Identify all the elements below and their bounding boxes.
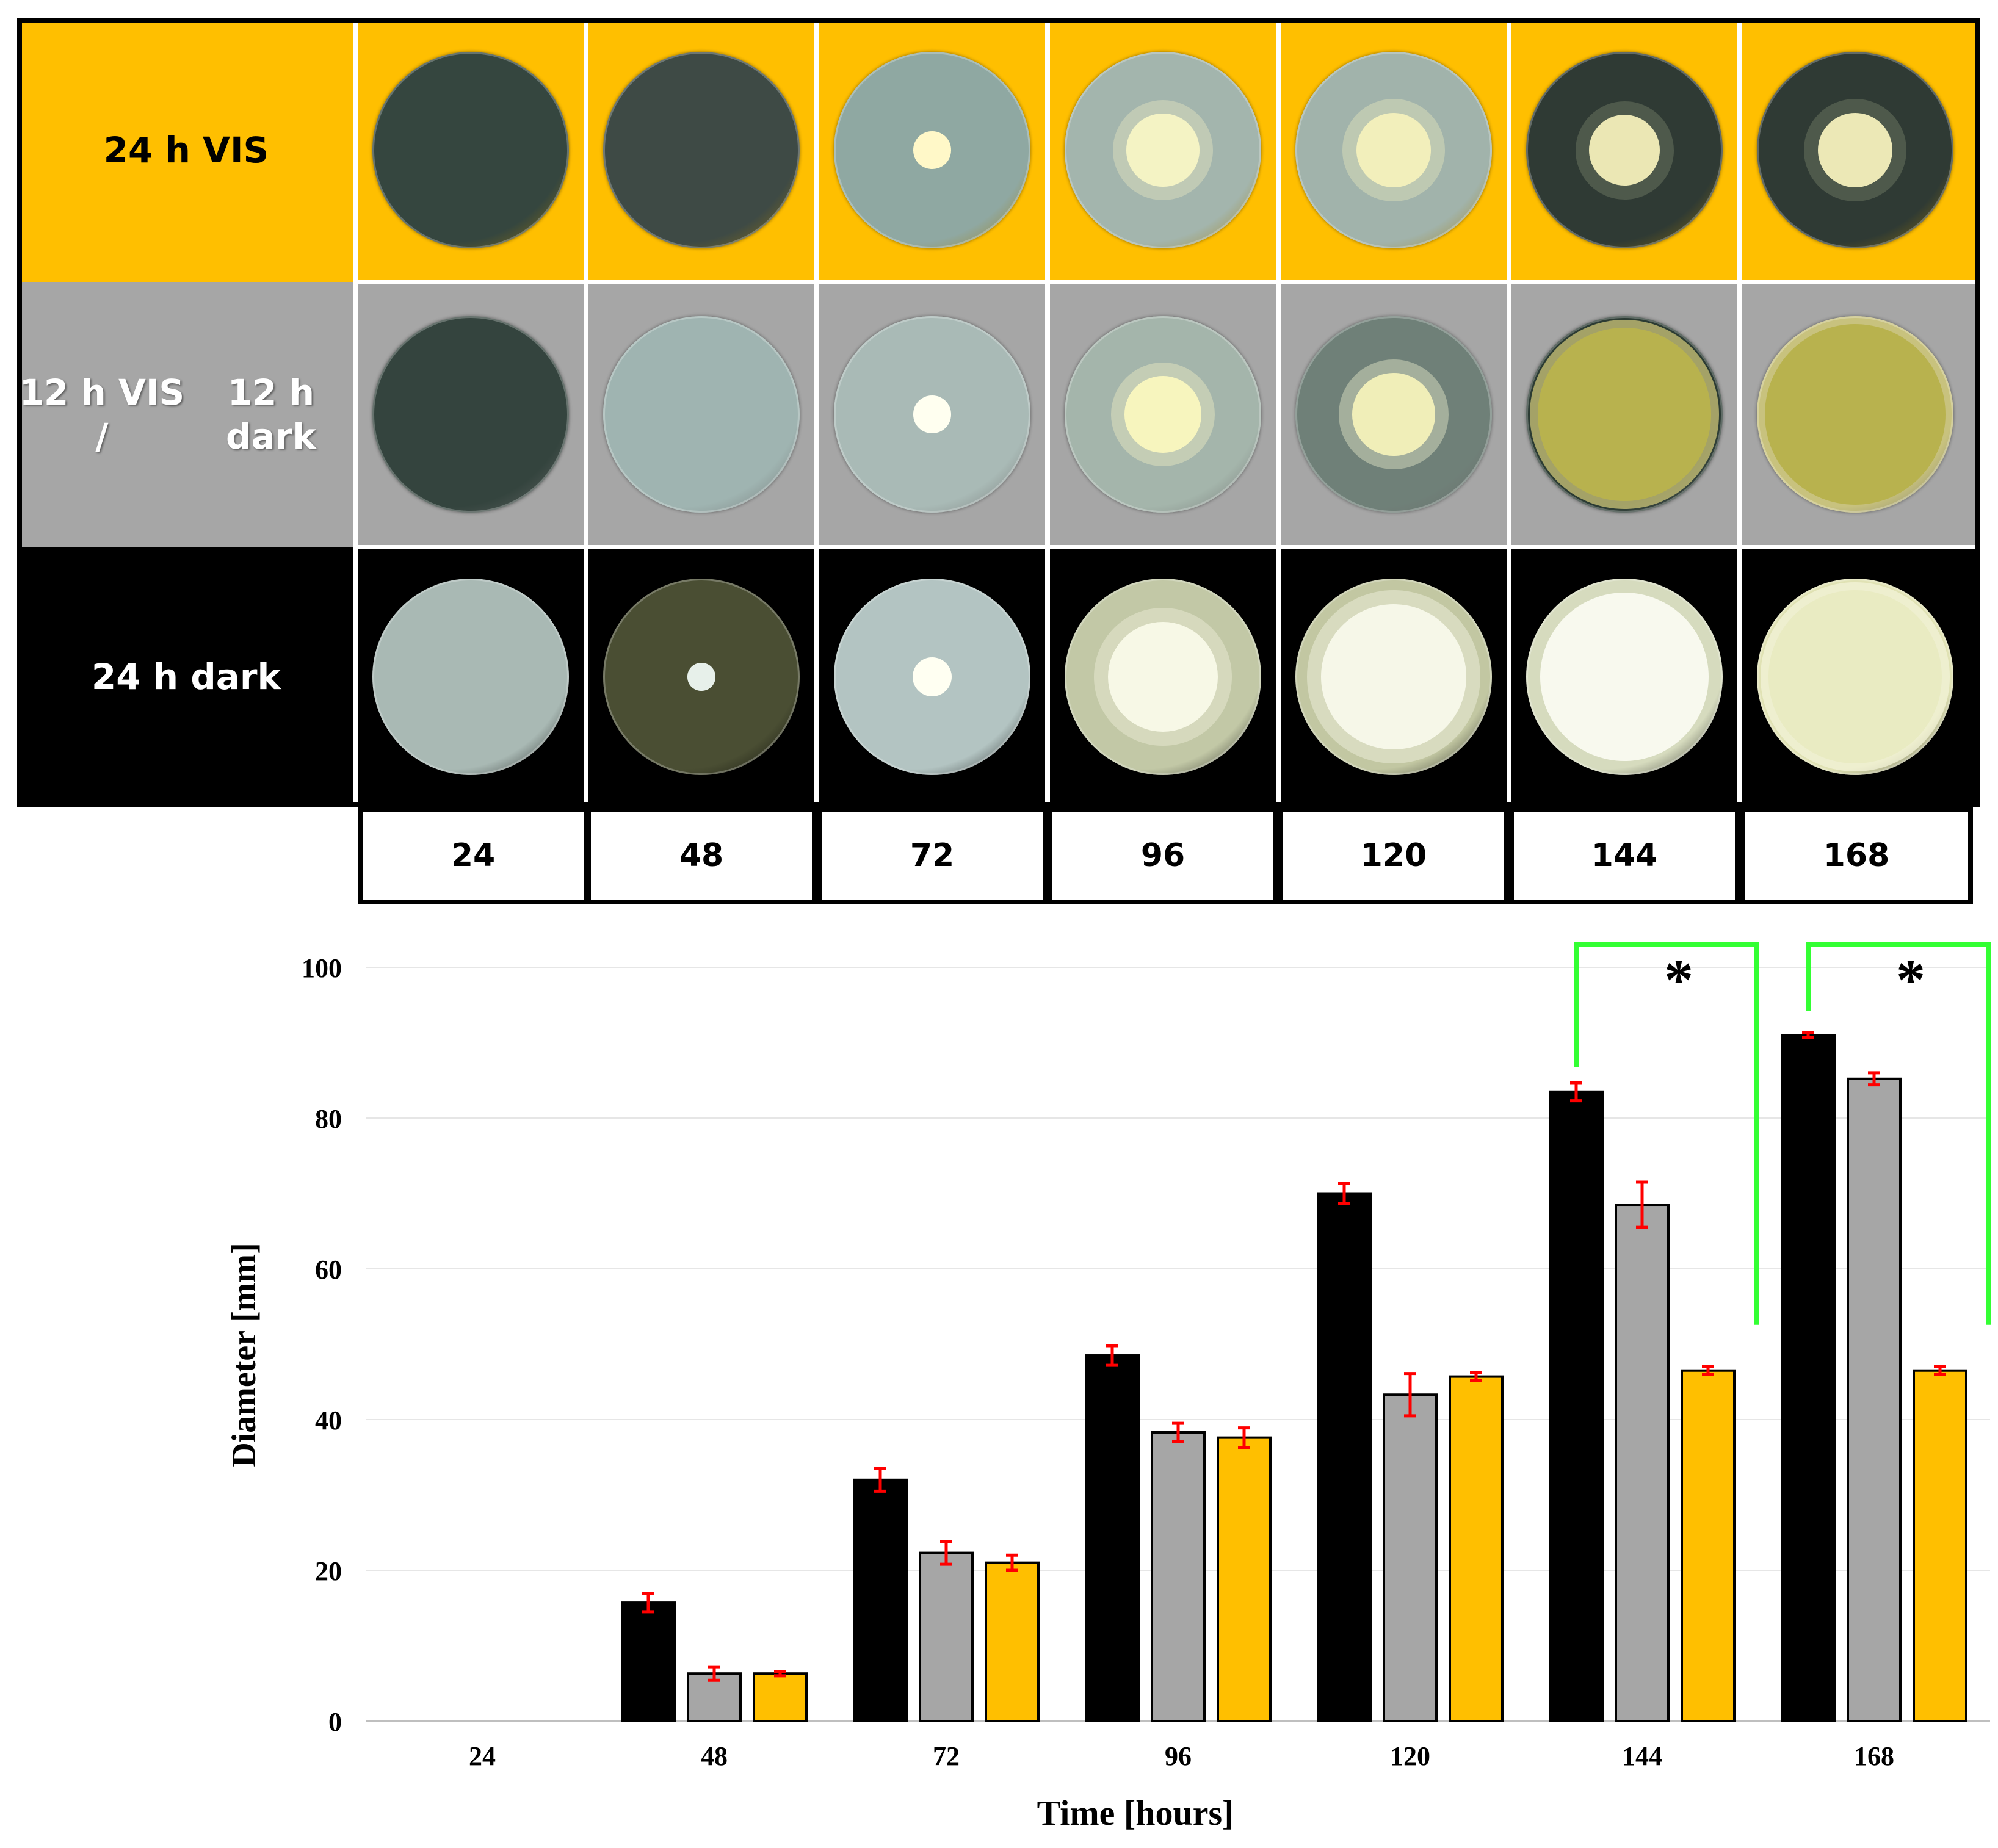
fungal-colony xyxy=(1126,114,1200,187)
significance-bracket xyxy=(1806,942,1991,1325)
bar xyxy=(1151,1431,1206,1722)
x-tick-label: 96 xyxy=(1165,1741,1192,1771)
petri-dish xyxy=(372,579,569,775)
petri-dish xyxy=(1295,52,1492,248)
fungal-colony xyxy=(912,657,952,697)
condition-label: 24 h dark xyxy=(17,547,355,807)
x-tick-label: 120 xyxy=(1390,1741,1430,1771)
x-axis-title: Time [hours] xyxy=(1037,1793,1234,1833)
condition-label-line2: 12 h dark xyxy=(225,371,316,458)
petri-dish xyxy=(834,579,1030,775)
time-label-box: 144 xyxy=(1509,807,1740,904)
bar xyxy=(1781,1034,1836,1722)
x-tick-label: 24 xyxy=(469,1741,496,1771)
petri-dish xyxy=(372,52,569,248)
petri-dish xyxy=(1526,579,1723,775)
petri-dish xyxy=(834,52,1030,248)
y-tick-label: 20 xyxy=(315,1556,342,1586)
fungal-colony xyxy=(687,663,715,691)
bar xyxy=(1913,1369,1967,1722)
column-separator xyxy=(1737,18,1742,807)
bar xyxy=(1681,1369,1736,1722)
column-separator xyxy=(584,18,588,807)
time-label-box: 96 xyxy=(1048,807,1278,904)
condition-label: 12 h VIS / 12 h dark xyxy=(17,282,355,547)
x-tick-label: 48 xyxy=(701,1741,728,1771)
petri-dish xyxy=(603,52,800,248)
fungal-colony xyxy=(1356,112,1432,188)
petri-dish xyxy=(1526,316,1723,513)
petri-dish xyxy=(1757,52,1953,248)
bar xyxy=(753,1672,808,1722)
petri-dish xyxy=(1757,316,1953,513)
bar xyxy=(1847,1077,1902,1722)
significance-asterisk: * xyxy=(1664,947,1693,1012)
time-label-box: 168 xyxy=(1740,807,1973,904)
petri-dish xyxy=(372,316,569,513)
petri-dish xyxy=(1065,579,1261,775)
petri-dish xyxy=(1295,316,1492,513)
fungal-colony xyxy=(1540,592,1709,762)
petri-dish xyxy=(1065,52,1261,248)
y-tick-label: 100 xyxy=(302,953,342,983)
petri-dish xyxy=(1065,316,1261,513)
fungal-colony xyxy=(1107,621,1218,732)
x-tick-label: 168 xyxy=(1854,1741,1894,1771)
diameter-bar-chart: Diameter [mm] Time [hours] 0 20 40 60 80 100 2… xyxy=(225,942,1991,1833)
column-separator xyxy=(1507,18,1511,807)
bar xyxy=(1317,1192,1372,1722)
fungal-colony xyxy=(1352,373,1435,456)
y-tick-label: 0 xyxy=(328,1707,342,1737)
plate-grid: 24 h VIS 12 h VIS / 12 h dark 24 h dark 24 48… xyxy=(17,18,1980,904)
bar xyxy=(1615,1204,1670,1722)
column-separator xyxy=(1276,18,1281,807)
fungal-colony xyxy=(1768,590,1942,763)
condition-label-line1: 24 h VIS xyxy=(103,129,269,171)
time-label-box: 24 xyxy=(358,807,588,904)
column-separator xyxy=(1045,18,1050,807)
x-tick-label: 72 xyxy=(933,1741,960,1771)
y-axis-title: Diameter [mm] xyxy=(225,1243,263,1467)
bar xyxy=(621,1601,676,1722)
condition-label: 24 h VIS xyxy=(17,18,355,282)
petri-dish xyxy=(603,316,800,513)
condition-label-line1: 24 h dark xyxy=(91,655,281,698)
fungal-colony xyxy=(1817,112,1893,188)
column-separator xyxy=(814,18,819,807)
bar xyxy=(919,1551,974,1722)
time-label-box: 72 xyxy=(817,807,1048,904)
fungal-colony xyxy=(913,131,951,169)
condition-label-line1: 12 h VIS / xyxy=(19,371,185,458)
significance-bracket xyxy=(1574,942,1759,1325)
bar xyxy=(1085,1354,1140,1722)
column-separator xyxy=(353,18,358,807)
significance-asterisk: * xyxy=(1896,947,1925,1012)
fungal-colony xyxy=(1538,328,1711,501)
petri-dish xyxy=(1757,579,1953,775)
bar xyxy=(1217,1436,1272,1722)
petri-dish xyxy=(834,316,1030,513)
fungal-colony xyxy=(1124,376,1201,453)
bar xyxy=(853,1478,908,1722)
bar xyxy=(1449,1375,1504,1722)
fungal-colony xyxy=(1320,604,1467,750)
y-tick-label: 60 xyxy=(315,1255,342,1285)
bar xyxy=(1549,1090,1604,1722)
time-label-box: 120 xyxy=(1278,807,1509,904)
y-tick-label: 40 xyxy=(315,1406,342,1435)
bar xyxy=(1383,1393,1438,1722)
petri-dish xyxy=(603,579,800,775)
bar xyxy=(985,1561,1040,1723)
fungal-colony xyxy=(913,395,951,433)
fungal-colony xyxy=(1764,323,1946,505)
x-tick-label: 144 xyxy=(1622,1741,1662,1771)
time-label-box: 48 xyxy=(586,807,817,904)
petri-dish xyxy=(1526,52,1723,248)
petri-dish xyxy=(1295,579,1492,775)
row-separator xyxy=(355,280,1980,284)
fungal-colony xyxy=(1589,115,1660,186)
row-separator xyxy=(355,545,1980,549)
y-tick-label: 80 xyxy=(315,1104,342,1134)
